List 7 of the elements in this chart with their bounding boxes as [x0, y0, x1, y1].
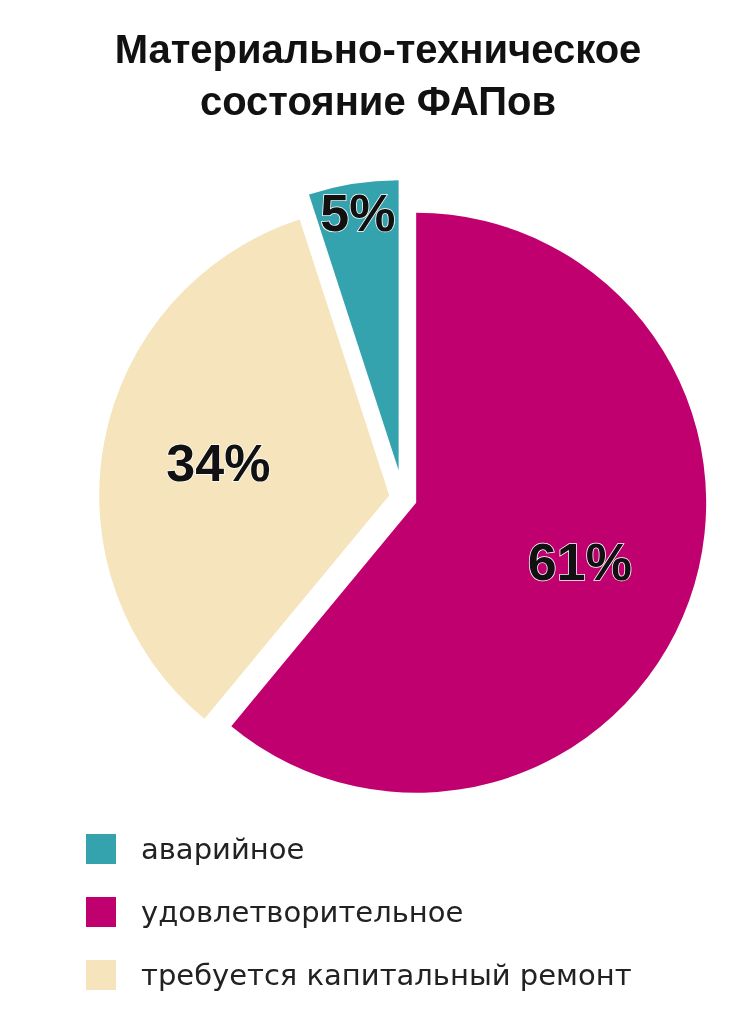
legend-label: удовлетворительное	[141, 895, 464, 929]
data-label: 34%	[166, 433, 271, 492]
legend-label: аварийное	[141, 832, 305, 866]
data-label: 61%	[527, 532, 632, 591]
chart-title: Материально-техническое состояние ФАПов	[114, 27, 642, 123]
data-label: 5%	[320, 183, 396, 242]
legend-label: требуется капитальный ремонт	[141, 958, 632, 992]
